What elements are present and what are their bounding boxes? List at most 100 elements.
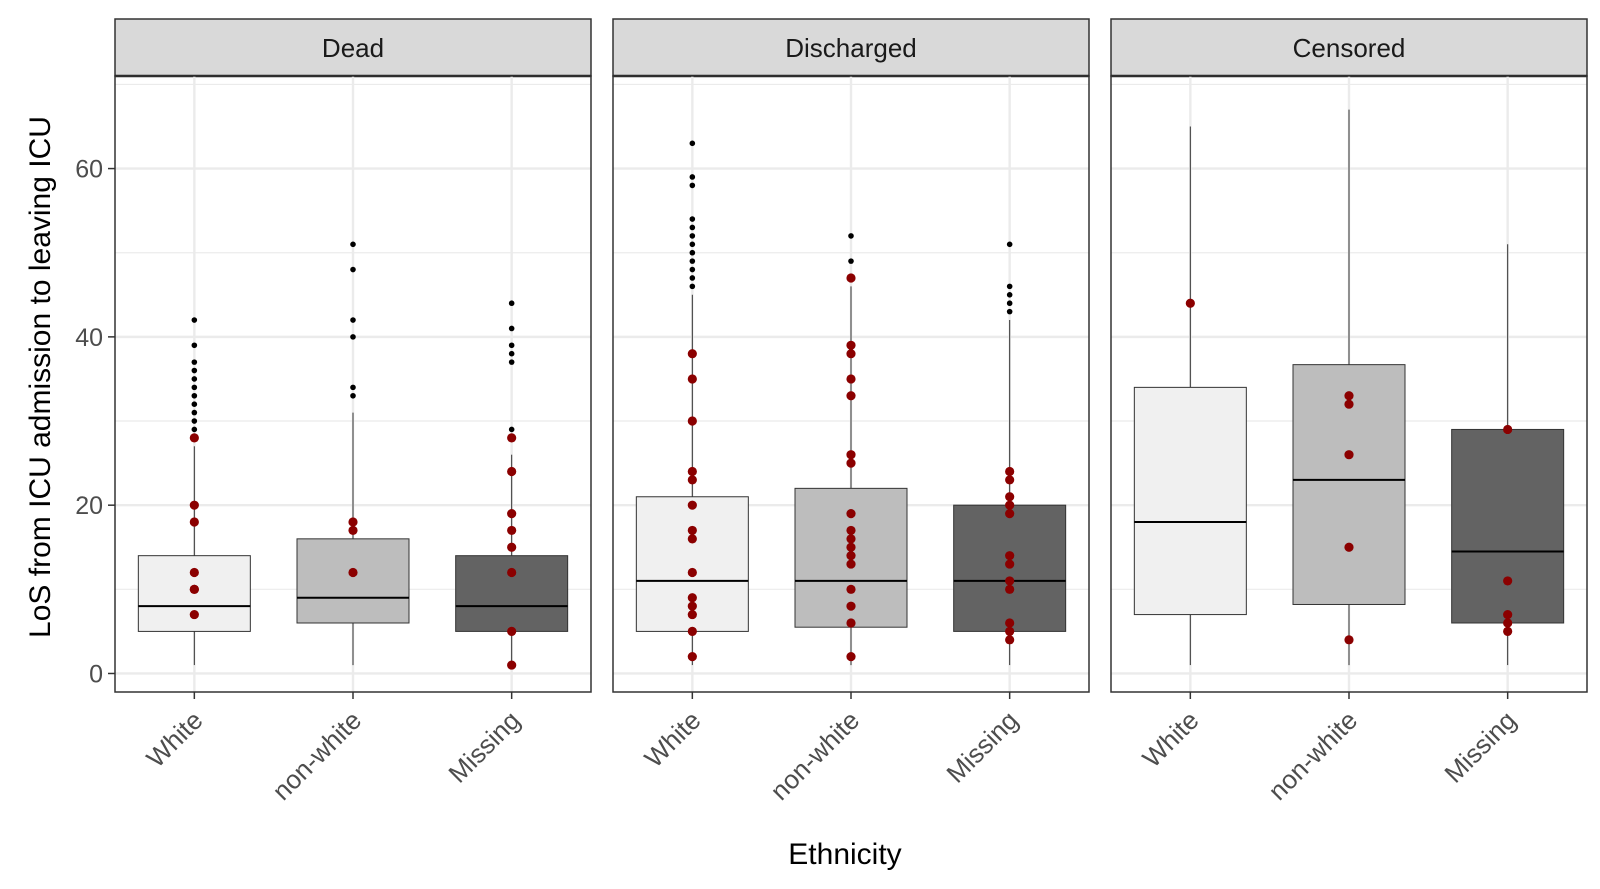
box-body [1133,386,1247,616]
data-point [1005,635,1015,645]
data-point [846,542,856,552]
box-white [635,140,749,666]
data-point [846,391,856,401]
y-tick-label: 40 [75,324,103,352]
outlier-point [191,392,198,399]
data-point [507,525,517,536]
data-point [1185,298,1195,308]
panels-layer: Dead White non-white Missing Discharged White… [75,18,1588,806]
outlier-point [191,384,198,391]
data-point [846,340,856,350]
data-point [189,500,199,510]
outlier-point [689,258,696,264]
y-tick-label: 20 [75,492,103,520]
outlier-point [191,376,198,382]
x-tick-label: non-white [266,705,367,806]
data-point [846,525,856,536]
data-point [507,466,517,477]
box-missing [455,300,569,670]
box-non-white [296,241,410,666]
outlier-point [689,283,696,290]
x-tick-label: White [140,705,208,773]
data-point [348,517,358,527]
data-point [687,525,697,536]
data-point [687,374,697,384]
outlier-point [689,140,696,147]
outlier-point [508,342,515,349]
data-point [1005,492,1015,502]
data-point [846,450,856,460]
outlier-point [191,426,198,433]
panel-strip [612,18,1090,77]
outlier-point [508,426,515,433]
outlier-point [191,317,198,323]
panel-dead: Dead White non-white Missing [114,18,592,806]
box-white [1133,126,1247,666]
data-point [1005,626,1015,637]
outlier-point [191,367,198,374]
x-tick-label: non-white [1262,705,1363,806]
outlier-point [191,342,198,349]
box-non-white [794,233,908,666]
outlier-point [191,418,198,424]
outlier-point [508,325,515,332]
data-point [1005,551,1015,561]
data-point [1344,391,1354,401]
outlier-point [1006,283,1013,290]
outlier-point [191,401,198,407]
outlier-point [350,317,356,323]
outlier-point [689,249,696,256]
outlier-point [689,224,696,231]
data-point [687,416,697,426]
data-point [846,458,856,468]
x-tick-label: non-white [764,705,865,806]
outlier-point [1006,241,1013,248]
box-body [296,538,410,624]
data-point [1005,466,1015,477]
x-tick-label: Missing [940,705,1024,789]
panel-title: Discharged [785,33,917,63]
data-point [1005,576,1015,586]
data-point [1005,584,1015,594]
data-point [189,609,199,620]
data-point [507,567,517,578]
outlier-point [1006,291,1013,298]
data-point [1344,635,1354,645]
data-point [189,567,199,578]
data-point [348,567,358,578]
data-point [846,652,856,662]
data-point [507,433,517,443]
panel-discharged: Discharged White non-white Missing [612,18,1090,806]
outlier-point [689,275,696,281]
data-point [1344,450,1354,460]
data-point [507,626,517,637]
data-point [687,609,697,620]
data-point [687,601,697,611]
data-point [687,349,697,359]
x-tick-label: White [638,705,706,773]
data-point [1005,508,1015,519]
panel-title: Dead [322,33,384,63]
outlier-point [508,359,515,365]
data-point [1005,475,1015,485]
data-point [687,466,697,477]
data-point [1344,399,1354,409]
outlier-point [1006,308,1013,315]
data-point [1005,618,1015,628]
box-missing [1451,244,1565,666]
data-point [1503,576,1513,586]
data-point [846,349,856,359]
outlier-point [508,350,515,357]
data-point [687,626,697,637]
outlier-point [191,359,198,365]
box-missing [953,241,1067,666]
outlier-point [508,300,515,307]
data-point [846,534,856,544]
x-axis-title: Ethnicity [788,838,901,871]
outlier-point [848,233,854,239]
data-point [1503,618,1513,628]
y-axis-title: LoS from ICU admission to leaving ICU [24,116,57,638]
data-point [189,584,199,594]
x-tick-label: Missing [1438,705,1522,789]
data-point [846,374,856,384]
